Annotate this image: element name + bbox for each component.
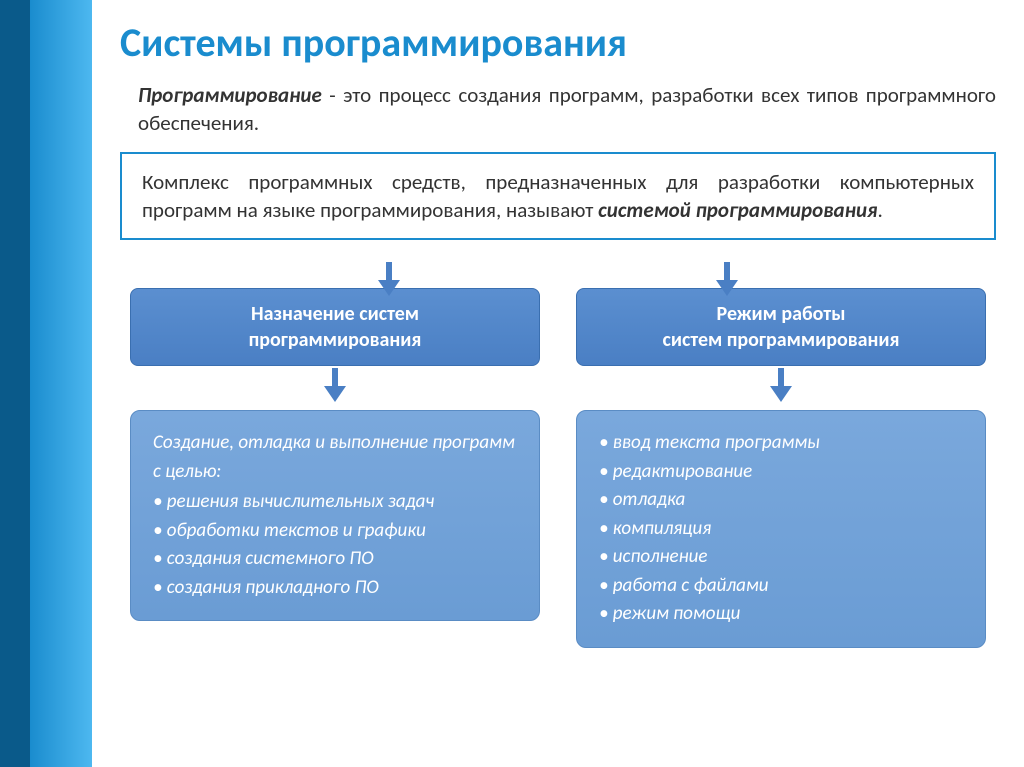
arrow-mid [130,366,540,410]
left-info-box: Создание, отладка и выполнение программ … [130,410,540,621]
slide-content: Системы программирования Программировани… [92,0,1024,767]
left-heading-line2: программирования [249,328,422,352]
right-info-box: ввод текста программы редактирование отл… [576,410,986,648]
arrow-mid [576,366,986,410]
right-heading: Режим работы систем программирования [576,288,986,366]
definition-term: системой программирования [598,197,877,223]
arrows-top [120,248,996,288]
right-list: ввод текста программы редактирование отл… [599,429,963,629]
left-heading: Назначение систем программирования [130,288,540,366]
list-item: режим помощи [599,600,963,629]
list-item: обработки текстов и графики [153,517,517,546]
left-heading-line1: Назначение систем [251,302,419,326]
left-column: Назначение систем программирования Созда… [130,288,540,648]
right-column: Режим работы систем программирования вво… [576,288,986,648]
page-title: Системы программирования [120,18,996,67]
left-lead: Создание, отладка и выполнение программ … [153,429,517,486]
sidebar-light [30,0,92,767]
list-item: создания прикладного ПО [153,574,517,603]
list-item: отладка [599,486,963,515]
definition-suffix: . [878,197,883,223]
columns: Назначение систем программирования Созда… [120,288,996,648]
list-item: создания системного ПО [153,545,517,574]
list-item: компиляция [599,515,963,544]
right-heading-line1: Режим работы [717,302,846,326]
sidebar-dark [0,0,30,767]
list-item: редактирование [599,458,963,487]
list-item: работа с файлами [599,572,963,601]
left-list: решения вычислительных задач обработки т… [153,488,517,602]
intro-term: Программирование [138,82,322,108]
definition-box: Комплекс программных средств, предназнач… [120,152,996,241]
list-item: решения вычислительных задач [153,488,517,517]
list-item: ввод текста программы [599,429,963,458]
right-heading-line2: систем программирования [662,328,899,352]
list-item: исполнение [599,543,963,572]
sidebar-accent [0,0,92,767]
intro-paragraph: Программирование - это процесс создания … [120,81,996,138]
